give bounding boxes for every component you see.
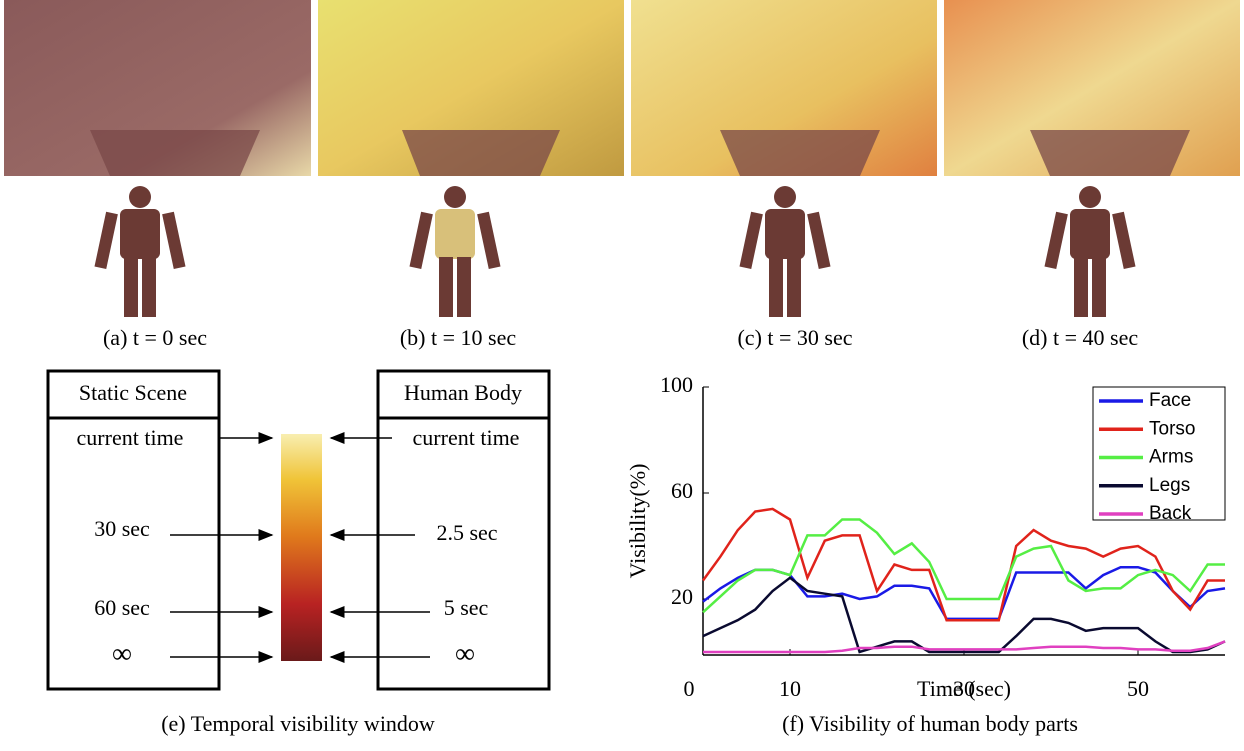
box-title: Human Body	[404, 380, 522, 405]
panel-caption: (c) t = 30 sec	[737, 325, 852, 350]
box-title: Static Scene	[79, 380, 187, 405]
panel-caption: (a) t = 0 sec	[103, 325, 207, 350]
x-tick-label: 30	[953, 676, 975, 701]
series-line	[703, 520, 1225, 613]
panel-caption: (e) Temporal visibility window	[161, 711, 435, 736]
legend-label: Torso	[1149, 418, 1195, 439]
body-renders	[94, 186, 1135, 317]
scene-renders	[4, 0, 1240, 176]
x-tick-label: 0	[684, 676, 695, 701]
panel-caption: (d) t = 40 sec	[1022, 325, 1138, 350]
y-tick-label: 20	[671, 584, 693, 609]
window-label: current time	[413, 425, 520, 450]
window-label: 5 sec	[444, 595, 489, 620]
y-tick-label: 100	[660, 372, 693, 397]
panel-caption: (f) Visibility of human body parts	[782, 711, 1078, 736]
legend-label: Legs	[1149, 475, 1190, 496]
y-tick-label: 60	[671, 478, 693, 503]
series-line	[703, 578, 1225, 652]
x-tick-label: 10	[779, 676, 801, 701]
window-label: 30 sec	[94, 516, 150, 541]
window-label: 2.5 sec	[436, 520, 497, 545]
window-label: ∞	[455, 638, 475, 669]
series-line	[703, 567, 1225, 619]
window-label: ∞	[112, 638, 132, 669]
x-tick-label: 50	[1127, 676, 1149, 701]
series-line	[703, 641, 1225, 652]
legend-label: Back	[1149, 503, 1192, 524]
series-line	[703, 509, 1225, 620]
legend-label: Arms	[1149, 447, 1193, 468]
colorbar	[281, 434, 322, 661]
y-axis-label: Visibility(%)	[625, 464, 650, 579]
panel-caption: (b) t = 10 sec	[400, 325, 516, 350]
window-label: current time	[77, 425, 184, 450]
window-label: 60 sec	[94, 595, 150, 620]
legend-label: Face	[1149, 390, 1191, 411]
figure: (a) t = 0 sec (b) t = 10 sec (c) t = 30 …	[0, 0, 1244, 746]
